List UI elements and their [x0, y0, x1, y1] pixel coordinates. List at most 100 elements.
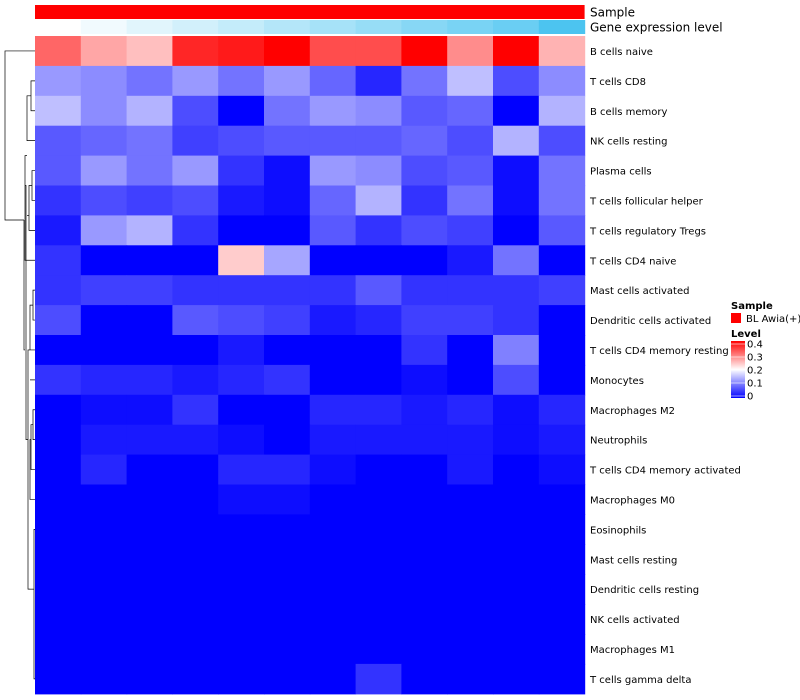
heatmap-cell [218, 484, 265, 515]
heatmap-cell [80, 394, 128, 426]
heatmap-cell [401, 36, 448, 67]
heatmap-cell [264, 36, 311, 67]
heatmap-cell [493, 215, 540, 246]
heatmap-cell [264, 604, 311, 635]
heatmap-cell [126, 394, 173, 426]
heatmap-cell [35, 364, 82, 396]
heatmap-cell [493, 364, 540, 396]
heatmap-cell [447, 484, 494, 515]
heatmap-cell [447, 663, 494, 695]
heatmap-cell [264, 275, 311, 306]
heatmap-cell [401, 604, 448, 635]
heatmap-cell [309, 424, 357, 456]
heatmap-cell [218, 275, 265, 306]
heatmap-cell [309, 185, 357, 216]
heatmap-cell [309, 544, 357, 575]
heatmap-cell [538, 36, 586, 67]
gene-expression-annotation-cell [493, 20, 540, 34]
heatmap-cell [80, 634, 128, 665]
heatmap-cell [126, 245, 173, 276]
heatmap-cell [172, 215, 219, 246]
heatmap-cell [447, 65, 494, 97]
heatmap-cell [172, 364, 219, 396]
heatmap-cell [309, 95, 357, 127]
heatmap-cell [264, 574, 311, 605]
dendrogram-branch [29, 439, 35, 500]
legend-level-gradient [731, 341, 745, 398]
legend-tick-label: 0 [747, 392, 753, 403]
heatmap-cell [355, 125, 402, 157]
heatmap-cell [401, 65, 448, 97]
heatmap-cell [309, 514, 357, 545]
heatmap-cell [35, 424, 82, 456]
heatmap-cell [218, 215, 265, 246]
heatmap-cell [80, 574, 128, 605]
heatmap-cell [126, 364, 173, 396]
legend-sample-entry: BL Awia(+) [746, 314, 800, 325]
heatmap-cell [264, 454, 311, 486]
heatmap-cell [401, 424, 448, 456]
heatmap-cell [401, 574, 448, 605]
heatmap-cell [447, 424, 494, 456]
heatmap-cell [126, 125, 173, 157]
heatmap-cell [447, 155, 494, 187]
heatmap-cell [538, 514, 586, 545]
heatmap-cell [264, 245, 311, 276]
heatmap-cell [309, 215, 357, 246]
heatmap-cell [309, 634, 357, 665]
annotation-label-gene-expression: Gene expression level [590, 21, 723, 35]
heatmap-cell [35, 275, 82, 306]
heatmap-cell [538, 394, 586, 426]
heatmap-cell [80, 125, 128, 157]
heatmap-cell [218, 454, 265, 486]
row-label: Macrophages M0 [590, 495, 675, 506]
heatmap-cell [80, 424, 128, 456]
row-label: B cells naive [590, 47, 653, 58]
heatmap-cell [35, 574, 82, 605]
legend-tick-label: 0.3 [747, 353, 763, 364]
heatmap-cell [447, 125, 494, 157]
gene-expression-annotation-cell [264, 20, 311, 34]
gene-expression-annotation-cell [218, 20, 265, 34]
heatmap-cell [355, 305, 402, 336]
heatmap-cell [309, 275, 357, 306]
heatmap-cell [80, 454, 128, 486]
heatmap-cell [309, 364, 357, 396]
heatmap-cell [309, 484, 357, 515]
row-label: B cells memory [590, 107, 667, 118]
heatmap-cell [355, 454, 402, 486]
heatmap-cell [35, 634, 82, 665]
heatmap-cell [447, 305, 494, 336]
heatmap-cell [493, 275, 540, 306]
heatmap-cell [218, 544, 265, 575]
heatmap-cell [493, 514, 540, 545]
heatmap-cell [172, 454, 219, 486]
heatmap-cell [126, 634, 173, 665]
heatmap-cell [447, 514, 494, 545]
heatmap-cell [35, 95, 82, 127]
heatmap-cell [538, 215, 586, 246]
heatmap-cell [493, 245, 540, 276]
heatmap-cell [172, 125, 219, 157]
heatmap-cell [35, 155, 82, 187]
heatmap-cell [80, 484, 128, 515]
heatmap-cell [401, 663, 448, 695]
heatmap-cell [355, 484, 402, 515]
heatmap-cell [493, 544, 540, 575]
heatmap-cell [218, 604, 265, 635]
heatmap-cell [35, 125, 82, 157]
heatmap-cell [401, 335, 448, 366]
heatmap-cell [538, 335, 586, 366]
heatmap-cell [218, 155, 265, 187]
heatmap-cell [80, 514, 128, 545]
heatmap-cell [447, 574, 494, 605]
dendrogram-branch [29, 304, 35, 351]
heatmap-cell [218, 245, 265, 276]
heatmap-cell [447, 454, 494, 486]
heatmap-cell [355, 245, 402, 276]
heatmap-cell [126, 484, 173, 515]
heatmap-cell [172, 484, 219, 515]
legend-level-ticks: 0.4 0.3 0.2 0.1 0 [731, 340, 763, 403]
heatmap-cell [538, 484, 586, 515]
